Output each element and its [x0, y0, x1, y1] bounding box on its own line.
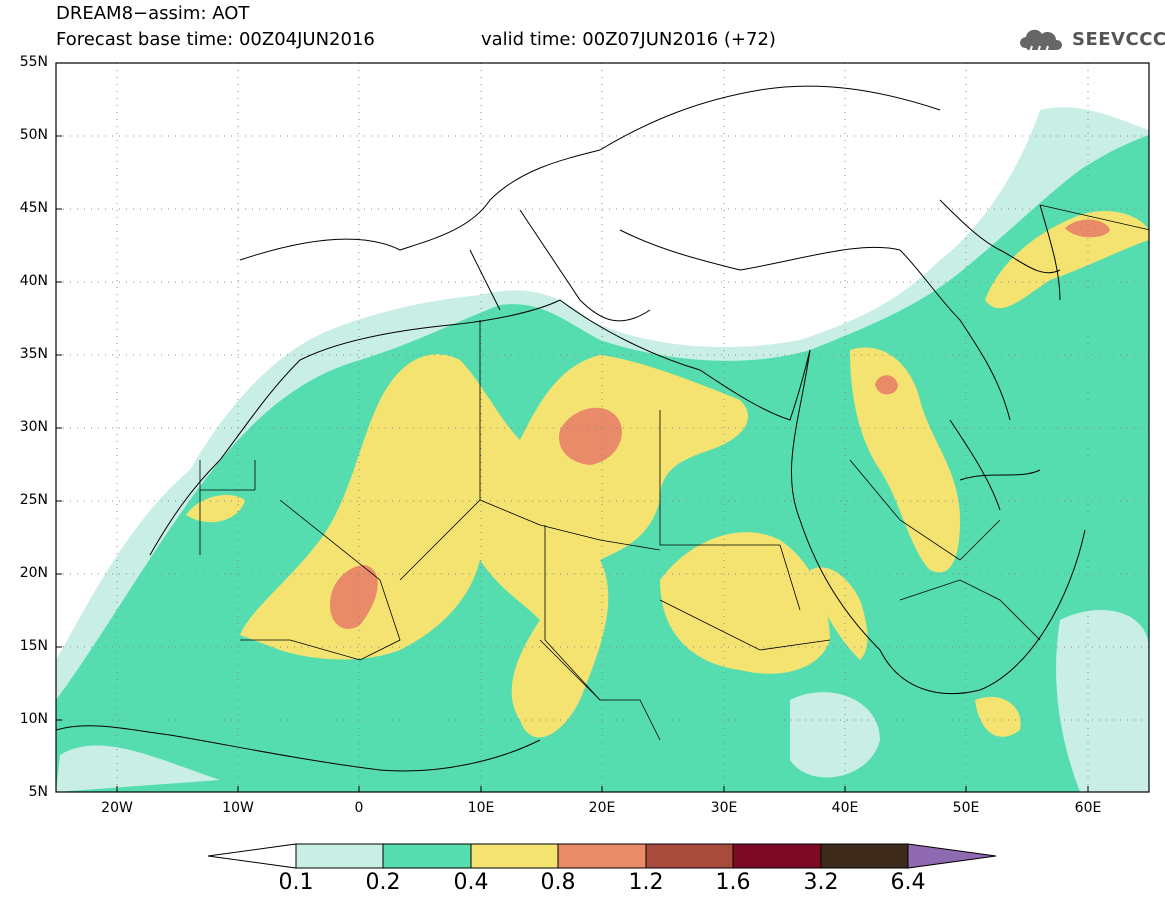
lon-label-10w: 10W — [222, 800, 254, 816]
cloud-rain-icon — [1020, 29, 1062, 53]
colorbar-label: 0.4 — [453, 870, 489, 895]
base-time: Forecast base time: 00Z04JUN2016 — [56, 29, 375, 50]
aot-band-0.4-redsea — [810, 567, 868, 660]
lon-label-40e: 40E — [831, 800, 859, 816]
colorbar-label: 3.2 — [803, 870, 839, 895]
aot-band-0.8-aral — [1065, 219, 1110, 238]
colorbar — [207, 843, 997, 869]
colorbar-label: 1.6 — [715, 870, 751, 895]
lon-label-10e: 10E — [467, 800, 495, 816]
colorbar-label: 1.2 — [628, 870, 664, 895]
colorbar-swatch-0.8 — [557, 843, 647, 869]
logo-text: SEEVCCC — [1072, 29, 1165, 50]
colorbar-label: 0.1 — [278, 870, 314, 895]
colorbar-high-arrow — [907, 843, 997, 869]
colorbar-swatch-0.2 — [382, 843, 472, 869]
aot-band-0.2-b — [56, 610, 1149, 792]
lat-label-55n: 55N — [19, 54, 48, 70]
lon-label-20w: 20W — [101, 800, 133, 816]
lat-label-10n: 10N — [19, 711, 48, 727]
colorbar-label: 0.2 — [365, 870, 401, 895]
colorbar-swatch-1.2 — [645, 843, 734, 869]
colorbar-low-arrow — [207, 843, 297, 869]
aot-band-0.4-main — [240, 354, 749, 738]
colorbar-label: 6.4 — [890, 870, 926, 895]
aot-band-0.8-iraq — [875, 375, 898, 395]
graticule — [56, 63, 1149, 792]
lon-label-30e: 30E — [710, 800, 738, 816]
lat-label-30n: 30N — [19, 419, 48, 435]
tick-marks — [56, 135, 1089, 792]
aot-band-0.4-sudan — [660, 532, 830, 674]
coastlines — [56, 85, 1086, 772]
lat-label-50n: 50N — [19, 127, 48, 143]
lat-label-40n: 40N — [19, 273, 48, 289]
borders — [199, 204, 1149, 741]
colorbar-swatch-0.1 — [295, 843, 384, 869]
lon-label-0: 0 — [354, 800, 364, 816]
map-title: DREAM8−assim: AOT — [56, 3, 250, 24]
lat-label-45n: 45N — [19, 200, 48, 216]
colorbar-label: 0.8 — [540, 870, 576, 895]
lat-label-15n: 15N — [19, 638, 48, 654]
aot-band-0.8-libya — [559, 407, 622, 465]
lon-label-20e: 20E — [588, 800, 616, 816]
lat-label-5n: 5N — [28, 784, 48, 800]
colorbar-swatch-1.6 — [732, 843, 822, 869]
aot-band-0.4-caspian — [985, 210, 1149, 309]
lat-label-20n: 20N — [19, 565, 48, 581]
colorbar-swatch-0.4 — [470, 843, 559, 869]
lon-label-60e: 60E — [1074, 800, 1102, 816]
lon-label-50e: 50E — [952, 800, 980, 816]
aot-band-0.4-arabia — [850, 347, 960, 573]
lat-label-25n: 25N — [19, 492, 48, 508]
aot-band-0.8-mali — [330, 565, 378, 629]
valid-time: valid time: 00Z07JUN2016 (+72) — [481, 29, 776, 50]
forecast-times: Forecast base time: 00Z04JUN2016 valid ti… — [56, 29, 776, 50]
seevccc-logo: SEEVCCC — [1018, 24, 1165, 54]
colorbar-swatch-3.2 — [820, 843, 909, 869]
lat-label-35n: 35N — [19, 346, 48, 362]
